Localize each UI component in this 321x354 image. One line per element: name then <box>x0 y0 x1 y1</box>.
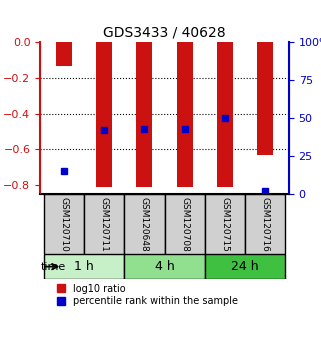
Text: GSM120716: GSM120716 <box>260 197 269 252</box>
Text: GSM120711: GSM120711 <box>100 197 109 252</box>
Text: time: time <box>41 262 66 272</box>
Text: GSM120648: GSM120648 <box>140 197 149 252</box>
FancyBboxPatch shape <box>125 255 205 279</box>
Text: 4 h: 4 h <box>155 260 174 273</box>
Text: GSM120715: GSM120715 <box>220 197 229 252</box>
Bar <box>56 42 72 65</box>
Text: 1 h: 1 h <box>74 260 94 273</box>
FancyBboxPatch shape <box>125 194 165 255</box>
FancyBboxPatch shape <box>205 194 245 255</box>
Bar <box>96 42 112 187</box>
Text: 24 h: 24 h <box>231 260 259 273</box>
Bar <box>257 42 273 155</box>
FancyBboxPatch shape <box>44 194 84 255</box>
Bar <box>177 42 193 187</box>
FancyBboxPatch shape <box>44 255 125 279</box>
Bar <box>217 42 233 187</box>
Title: GDS3433 / 40628: GDS3433 / 40628 <box>103 26 226 40</box>
Text: GSM120708: GSM120708 <box>180 197 189 252</box>
FancyBboxPatch shape <box>165 194 205 255</box>
FancyBboxPatch shape <box>245 194 285 255</box>
FancyBboxPatch shape <box>205 255 285 279</box>
FancyBboxPatch shape <box>84 194 125 255</box>
Bar <box>136 42 152 187</box>
Text: GSM120710: GSM120710 <box>60 197 69 252</box>
Legend: log10 ratio, percentile rank within the sample: log10 ratio, percentile rank within the … <box>57 284 238 307</box>
